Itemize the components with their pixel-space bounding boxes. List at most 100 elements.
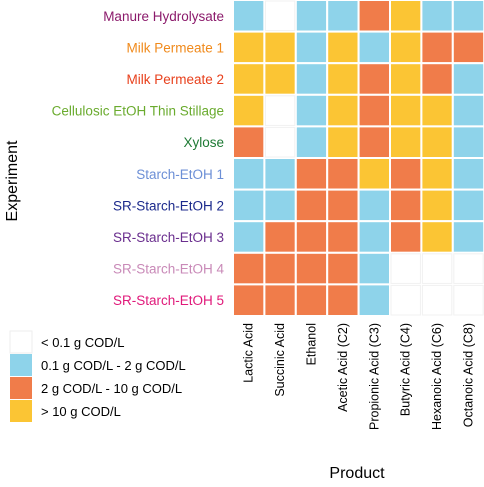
product-label: Propionic Acid (C3) [367, 323, 381, 430]
heatmap-cell [294, 125, 329, 160]
experiment-label: Xylose [183, 135, 224, 150]
heatmap-cell [389, 251, 423, 286]
heatmap-cell [263, 93, 297, 128]
heatmap-cell [294, 62, 329, 96]
empty-cell-outline [453, 284, 484, 316]
heatmap-cell [357, 157, 392, 191]
empty-cell-outline [421, 284, 453, 316]
legend-label: 2 g COD/L - 10 g COD/L [41, 381, 182, 396]
experiment-label: Milk Permeate 1 [126, 40, 224, 55]
product-label: Lactic Acid [242, 323, 256, 383]
heatmap-cell [326, 188, 360, 223]
experiment-label: SR-Starch-EtOH 4 [113, 262, 225, 277]
product-label: Octanoic Acid (C8) [462, 323, 476, 427]
heatmap-cell [232, 93, 266, 128]
heatmap-cell [389, 0, 423, 33]
heatmap-cell [451, 220, 484, 254]
heatmap-cell [263, 125, 297, 160]
heatmap-cell [294, 157, 329, 191]
heatmap-cell [326, 0, 360, 33]
product-label: Butyric Acid (C4) [399, 323, 413, 416]
empty-cell-outline [264, 0, 296, 32]
heatmap-cell [451, 157, 484, 191]
legend-label: > 10 g COD/L [41, 404, 121, 419]
heatmap-cell [294, 93, 329, 128]
heatmap-cell [326, 93, 360, 128]
heatmap-cell [420, 251, 454, 286]
heatmap-cell [451, 93, 484, 128]
experiment-label: Cellulosic EtOH Thin Stillage [52, 104, 224, 119]
heatmap-cell [232, 188, 266, 223]
heatmap-cell [232, 157, 266, 191]
heatmap-cell [420, 30, 454, 65]
empty-cell-outline [421, 253, 453, 284]
product-label: Hexanoic Acid (C6) [430, 323, 444, 430]
heatmap-cell [326, 125, 360, 160]
product-label: Ethanol [305, 323, 319, 365]
experiment-label: SR-Starch-EtOH 5 [113, 293, 224, 308]
heatmap-cell [357, 62, 392, 96]
heatmap-cell [389, 62, 423, 96]
heatmap-cell [326, 30, 360, 65]
heatmap-cell [263, 62, 297, 96]
heatmap-cell [389, 283, 423, 317]
heatmap-cell [232, 0, 266, 33]
heatmap-cell [294, 283, 329, 317]
heatmap-cell [451, 0, 484, 33]
empty-cell-outline [390, 253, 421, 284]
heatmap-cell [451, 188, 484, 223]
x-axis-title: Product [329, 465, 385, 482]
y-axis-title: Experiment [4, 140, 21, 221]
heatmap-cell [294, 30, 329, 65]
heatmap-cell [389, 93, 423, 128]
heatmap-cell [420, 93, 454, 128]
heatmap-cell [232, 62, 266, 96]
heatmap-cell [357, 188, 392, 223]
heatmap-cell [357, 283, 392, 317]
heatmap-cell [420, 62, 454, 96]
heatmap-cell [263, 251, 297, 286]
heatmap-cell [326, 283, 360, 317]
experiment-label: Manure Hydrolysate [103, 9, 224, 24]
heatmap-cell [357, 125, 392, 160]
heatmap-cell [451, 62, 484, 96]
heatmap-cell [232, 251, 266, 286]
heatmap-cell [420, 125, 454, 160]
heatmap-cell [357, 0, 392, 33]
heatmap-cell [420, 0, 454, 33]
heatmap-cell [451, 251, 484, 286]
product-label: Succinic Acid [273, 323, 287, 397]
heatmap-cell [232, 125, 266, 160]
heatmap-cell [451, 125, 484, 160]
heatmap-cell [420, 283, 454, 317]
heatmap-cell [357, 251, 392, 286]
heatmap-cell [263, 0, 297, 33]
heatmap-cell [294, 188, 329, 223]
heatmap-cell [294, 220, 329, 254]
legend-swatch [10, 400, 32, 422]
heatmap-cell [326, 251, 360, 286]
empty-cell-outline [264, 126, 296, 158]
heatmap-cell [357, 220, 392, 254]
heatmap-cells [232, 0, 484, 317]
heatmap-cell [389, 157, 423, 191]
experiment-label: SR-Starch-EtOH 3 [113, 230, 224, 245]
heatmap-cell [326, 220, 360, 254]
heatmap-cell [389, 30, 423, 65]
heatmap-cell [389, 188, 423, 223]
heatmap-cell [232, 30, 266, 65]
heatmap-cell [451, 283, 484, 317]
legend-swatch [9, 330, 33, 354]
heatmap-cell [263, 30, 297, 65]
experiment-labels: Manure Hydrolysate Milk Permeate 1 Milk Pe… [52, 9, 225, 308]
heatmap-cell [357, 30, 392, 65]
legend-swatch [10, 354, 32, 376]
empty-cell-outline [264, 95, 296, 126]
heatmap-cell [263, 220, 297, 254]
heatmap-cell [420, 220, 454, 254]
heatmap-cell [232, 283, 266, 317]
heatmap-cell [232, 220, 266, 254]
heatmap-cell [326, 157, 360, 191]
heatmap-cell [357, 93, 392, 128]
heatmap-cell [263, 283, 297, 317]
